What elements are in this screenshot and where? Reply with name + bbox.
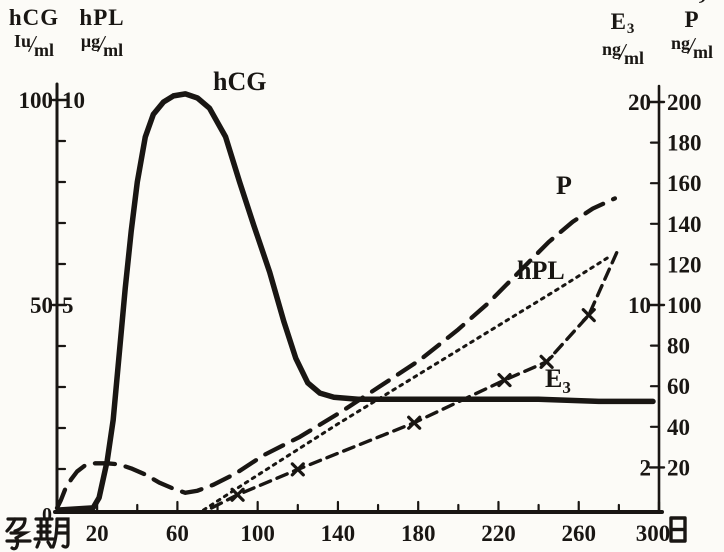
x-tick-label: 20 bbox=[86, 521, 109, 546]
hcg-axis-unit: Iu/ml bbox=[14, 30, 54, 60]
hcg-axis-name: hCG bbox=[8, 5, 60, 30]
p-tick-label: 200 bbox=[667, 90, 702, 115]
hpl-axis-title: hPL μg/ml bbox=[64, 5, 140, 60]
e3-tick-label: 2 bbox=[640, 455, 652, 480]
x-tick-label: 260 bbox=[561, 521, 596, 546]
x-tick-label: 220 bbox=[481, 521, 516, 546]
p-tick-label: 60 bbox=[667, 374, 690, 399]
markers-E3 bbox=[230, 308, 596, 502]
curve-label-P: P bbox=[556, 171, 572, 200]
cjk-qi-glyph bbox=[33, 517, 70, 549]
p-tick-label: 140 bbox=[667, 212, 702, 237]
e3-axis-unit: ng/ml bbox=[602, 38, 644, 68]
p-tick-label: 160 bbox=[667, 171, 702, 196]
cjk-yun-glyph bbox=[5, 517, 32, 551]
x-tick-label: 60 bbox=[166, 521, 189, 546]
hcg-tick-label: 50 bbox=[30, 293, 53, 318]
curve-label-hCG: hCG bbox=[213, 67, 266, 96]
hcg-axis-title: hCG Iu/ml bbox=[2, 5, 66, 60]
series-hCG: hCG bbox=[56, 67, 656, 513]
e3-axis-name: E3 bbox=[610, 9, 636, 37]
curve-hCG bbox=[56, 91, 656, 513]
hpl-axis-unit: μg/ml bbox=[80, 30, 124, 60]
p-accent-mark: ’ bbox=[694, 0, 710, 20]
series-hPL: hPL bbox=[202, 254, 613, 512]
x-tick-label: 180 bbox=[401, 521, 436, 546]
p-axis-title: P’ ng/ml bbox=[662, 0, 722, 62]
hpl-axis-name: hPL bbox=[79, 5, 125, 30]
gestation-period-label bbox=[5, 517, 70, 551]
curve-hPL bbox=[202, 254, 613, 512]
x-axis: 20 60 100 140 180 220 260 300 0 bbox=[42, 500, 671, 546]
p-tick-label: 80 bbox=[667, 334, 690, 359]
p-axis-unit: ng/ml bbox=[671, 32, 713, 62]
hpl-tick-label: 10 bbox=[62, 88, 85, 113]
left-axis-ticks: 100 50 10 5 bbox=[19, 88, 85, 471]
hcg-tick-label: 100 bbox=[19, 88, 54, 113]
p-tick-label: 180 bbox=[667, 131, 702, 156]
series-P: P bbox=[54, 171, 618, 511]
e3-tick-label: 20 bbox=[628, 90, 651, 115]
curve-P bbox=[54, 196, 618, 511]
p-tick-label: 40 bbox=[667, 415, 690, 440]
x-tick-label: 100 bbox=[240, 521, 275, 546]
p-tick-label: 100 bbox=[667, 293, 702, 318]
day-unit-label bbox=[669, 516, 687, 543]
hpl-tick-label: 5 bbox=[62, 293, 74, 318]
curve-label-E3: E3 bbox=[545, 364, 571, 397]
p-tick-label: 20 bbox=[667, 455, 690, 480]
e3-axis-title: E3 ng/ml bbox=[588, 9, 658, 68]
x-tick-label: 300 bbox=[636, 521, 671, 546]
p-tick-label: 120 bbox=[667, 252, 702, 277]
curve-label-hPL: hPL bbox=[517, 256, 565, 285]
e3-tick-label: 10 bbox=[628, 293, 651, 318]
origin-label: 0 bbox=[42, 504, 52, 526]
p-axis-name: P’ bbox=[684, 0, 709, 31]
axes bbox=[53, 82, 664, 514]
right-axis-ticks: 200 180 160 140 120 100 80 60 40 20 20 10 2 bbox=[628, 90, 702, 480]
x-tick-label: 140 bbox=[321, 521, 356, 546]
